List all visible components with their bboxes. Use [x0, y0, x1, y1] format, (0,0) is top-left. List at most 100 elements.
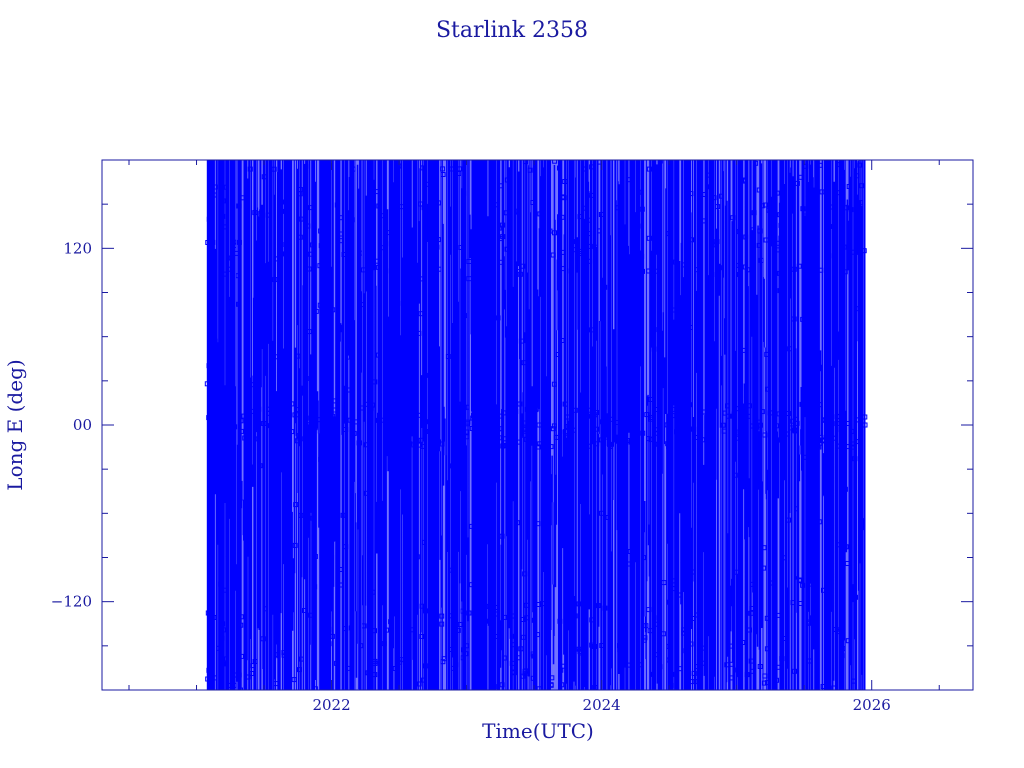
- series-marker: [653, 652, 659, 658]
- data-point: [211, 265, 217, 270]
- series-marker: [536, 444, 541, 450]
- series-marker: [805, 619, 811, 625]
- series-marker: [587, 217, 592, 223]
- series-marker: [357, 250, 363, 256]
- series-marker: [428, 177, 434, 182]
- series-marker: [798, 174, 804, 180]
- series-marker: [510, 308, 515, 314]
- series-marker: [752, 400, 758, 406]
- series-marker: [376, 352, 381, 358]
- series-marker: [461, 190, 467, 196]
- series-marker: [225, 475, 231, 481]
- series-marker: [388, 364, 394, 370]
- series-marker: [537, 211, 543, 217]
- series-marker: [303, 437, 309, 443]
- series-marker: [646, 235, 652, 241]
- data-point: [801, 404, 807, 410]
- series-marker: [466, 276, 472, 282]
- series-marker: [536, 422, 542, 428]
- series-marker: [294, 412, 300, 418]
- series-marker: [360, 302, 366, 308]
- series-marker: [774, 247, 780, 253]
- series-marker: [826, 241, 832, 247]
- series-marker: [303, 163, 309, 169]
- series-marker: [759, 409, 765, 415]
- series-marker: [857, 162, 863, 168]
- series-marker: [345, 387, 351, 393]
- series-marker: [594, 410, 600, 415]
- series-marker: [517, 401, 523, 407]
- series-marker: [515, 265, 521, 271]
- series-marker: [456, 171, 462, 176]
- series-marker: [832, 230, 838, 236]
- series-marker: [221, 627, 226, 633]
- series-marker: [620, 654, 626, 660]
- series-marker: [224, 656, 229, 662]
- data-point: [464, 643, 470, 649]
- series-marker: [762, 432, 768, 438]
- series-marker: [629, 459, 635, 465]
- series-marker: [511, 642, 517, 648]
- series-marker: [816, 519, 822, 525]
- series-marker: [531, 617, 537, 623]
- series-marker: [809, 615, 815, 621]
- series-marker: [587, 231, 593, 237]
- series-marker: [496, 435, 502, 441]
- series-marker: [757, 228, 763, 234]
- series-marker: [840, 646, 846, 652]
- series-marker: [348, 625, 354, 631]
- series-marker: [571, 619, 577, 625]
- series-marker: [286, 410, 292, 416]
- series-marker: [511, 669, 516, 675]
- series-marker: [241, 413, 247, 419]
- series-marker: [755, 419, 761, 425]
- series-marker: [551, 423, 557, 429]
- series-marker: [548, 682, 554, 688]
- series-marker: [259, 209, 265, 215]
- series-marker: [494, 605, 500, 610]
- series-marker: [535, 521, 541, 527]
- series-marker: [810, 404, 816, 409]
- series-marker: [764, 680, 770, 686]
- series-marker: [395, 193, 401, 198]
- series-marker: [761, 680, 767, 686]
- series-marker: [785, 431, 790, 437]
- series-marker: [275, 256, 280, 262]
- data-point: [221, 451, 226, 457]
- series-marker: [223, 184, 229, 190]
- series-marker: [323, 393, 328, 399]
- series-marker: [380, 213, 386, 219]
- series-marker: [602, 284, 608, 290]
- series-marker: [820, 684, 826, 689]
- series-marker: [385, 430, 391, 436]
- x-tick-label: 2022: [312, 696, 350, 714]
- series-marker: [439, 441, 445, 447]
- series-marker: [553, 434, 559, 440]
- series-marker: [318, 243, 324, 249]
- series-marker: [408, 627, 414, 633]
- series-marker: [586, 191, 592, 197]
- series-marker: [677, 666, 683, 672]
- series-marker: [449, 166, 455, 172]
- series-marker: [267, 406, 273, 412]
- series-marker: [732, 472, 738, 478]
- series-marker: [690, 616, 696, 621]
- series-marker: [220, 621, 226, 627]
- series-marker: [429, 680, 435, 686]
- series-marker: [697, 679, 703, 685]
- data-point: [329, 555, 335, 560]
- series-marker: [842, 486, 848, 492]
- series-marker: [720, 422, 726, 428]
- series-marker: [513, 208, 519, 214]
- series-marker: [853, 594, 858, 600]
- series-marker: [518, 646, 524, 652]
- series-marker: [792, 668, 797, 674]
- series-marker: [588, 407, 593, 413]
- series-marker: [721, 428, 727, 434]
- series-marker: [228, 266, 233, 272]
- series-marker: [582, 166, 588, 172]
- series-marker: [843, 205, 849, 211]
- series-marker: [392, 666, 398, 671]
- series-marker: [639, 253, 645, 259]
- series-marker: [581, 669, 587, 675]
